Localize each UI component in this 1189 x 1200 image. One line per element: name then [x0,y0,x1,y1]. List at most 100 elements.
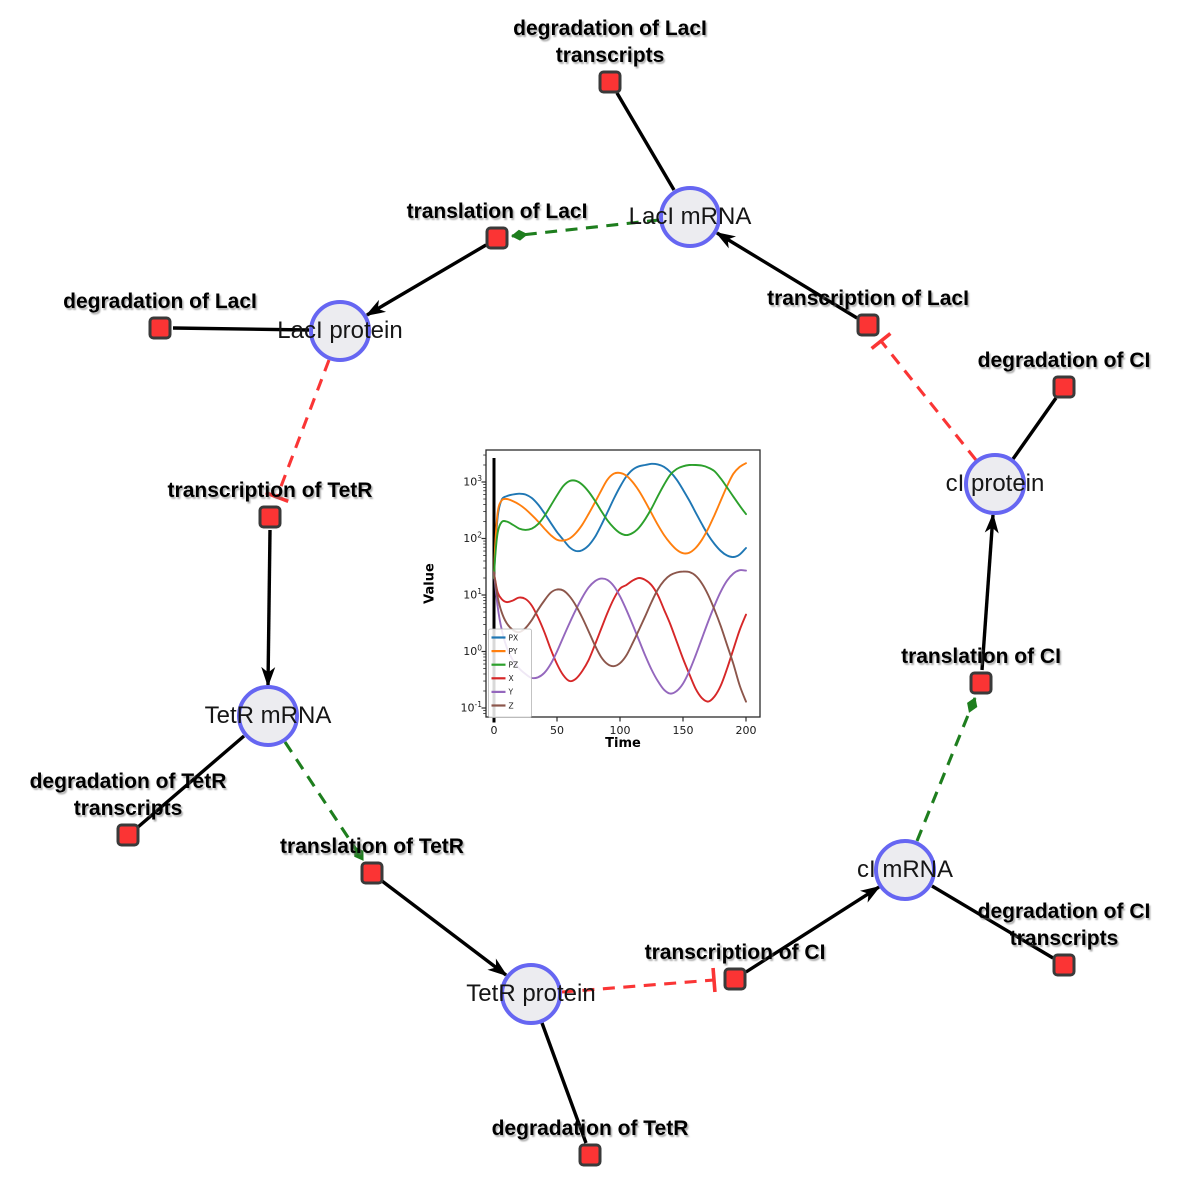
reaction-label-degradation-laci-transcripts: degradation of LacI transcripts [513,15,707,69]
species-label-tetr-mrna: TetR mRNA [204,702,332,729]
reaction-node-translation-tetr[interactable] [360,861,384,885]
edge-laci-protein-to-degradation [172,326,310,332]
species-node-laci-mrna[interactable] [659,186,721,248]
svg-text:10-1: 10-1 [461,700,483,715]
label-line: translation of LacI [406,200,588,223]
reaction-node-transcription-ci[interactable] [723,967,747,991]
reaction-label-transcription-laci: transcription of LacI [767,285,969,312]
reaction-label-degradation-ci-transcripts: degradation of CI transcripts [978,898,1151,952]
edge-laci-mrna-to-degradation-transcripts [615,92,676,191]
species-node-tetr-protein[interactable] [500,963,562,1025]
svg-text:50: 50 [550,724,564,737]
reaction-node-translation-laci[interactable] [485,226,509,250]
reaction-node-transcription-laci[interactable] [856,313,880,337]
label-line: transcripts [1009,927,1119,950]
series-PY [493,462,747,579]
series-X [493,571,747,703]
species-label-laci-mrna: LacI mRNA [628,203,752,230]
label-line: transcripts [73,797,183,820]
species-label-laci-protein: LacI protein [277,317,403,344]
reaction-label-degradation-tetr-transcripts: degradation of TetR transcripts [30,768,227,822]
label-line: degradation of TetR [491,1117,689,1140]
plot-frame [485,449,761,718]
species-node-laci-protein[interactable] [309,300,371,362]
reaction-label-transcription-ci: transcription of CI [645,939,826,966]
edge-translation-laci-to-laci-protein [365,243,487,317]
svg-text:100: 100 [463,644,482,659]
reaction-node-degradation-tetr-transcripts[interactable] [116,823,140,847]
svg-text:PY: PY [509,647,518,656]
reaction-node-degradation-ci-transcripts[interactable] [1052,953,1076,977]
edge-transcription-laci-to-laci-mrna [715,231,858,320]
reaction-label-degradation-tetr: degradation of TetR [492,1115,689,1142]
edge-tetr-mrna-catalyzes-translation [283,741,365,861]
svg-text:103: 103 [463,474,482,489]
series-PX [493,462,747,579]
species-node-ci-protein[interactable] [964,453,1026,515]
label-line: transcripts [555,44,665,67]
edge-laci-mrna-catalyzes-translation [511,218,660,241]
label-line: transcription of CI [644,941,826,964]
edge-tetr-protein-to-degradation [540,1022,588,1144]
svg-text:PZ: PZ [509,661,519,670]
label-line: degradation of CI [977,349,1151,372]
svg-text:102: 102 [463,531,482,546]
edge-ci-mrna-to-degradation-transcripts [931,884,1054,960]
reaction-label-degradation-laci: degradation of LacI [63,288,257,315]
legend: PX PY PZ XYZ [488,628,532,718]
svg-text:X: X [509,674,514,683]
svg-text:100: 100 [610,724,631,737]
svg-text:200: 200 [736,724,757,737]
edge-tetr-mrna-to-degradation-transcripts [136,734,246,829]
label-line: transcription of TetR [167,479,373,502]
reaction-label-translation-laci: translation of LacI [407,198,588,225]
series-curves [493,462,747,703]
label-line: transcription of LacI [767,287,969,310]
edge-translation-tetr-to-tetr-protein [380,879,508,977]
reaction-node-translation-ci[interactable] [969,671,993,695]
reaction-node-degradation-ci[interactable] [1052,375,1076,399]
species-node-ci-mrna[interactable] [874,839,936,901]
reaction-node-degradation-laci[interactable] [148,316,172,340]
species-label-ci-protein: cI protein [945,470,1045,497]
edge-translation-ci-to-ci-protein [980,513,999,671]
plot-background [420,438,765,760]
svg-text:150: 150 [673,724,694,737]
svg-text:PX: PX [509,633,519,642]
edge-laci-protein-inhibits-transcription-tetr [265,359,331,503]
label-line: degradation of TetR [29,770,227,793]
label-line: degradation of LacI [63,290,257,313]
axes: 10-1 100 101 102 103 0 50 100 150 200 Time Value [423,454,757,751]
svg-text:101: 101 [463,587,482,602]
label-line: translation of TetR [280,835,464,858]
label-line: degradation of CI [977,900,1151,923]
series-Z [493,570,747,703]
reaction-node-transcription-tetr[interactable] [258,505,282,529]
label-line: translation of CI [901,645,1061,668]
reaction-label-translation-ci: translation of CI [901,643,1061,670]
edge-ci-protein-to-degradation [1011,397,1058,460]
series-PZ [493,463,747,579]
edge-ci-protein-inhibits-transcription-laci [870,332,978,461]
svg-text:0: 0 [491,724,498,737]
reaction-node-degradation-tetr[interactable] [578,1143,602,1167]
species-label-ci-mrna: cI mRNA [857,856,953,883]
edge-transcription-ci-to-ci-mrna [745,885,881,974]
edge-transcription-tetr-to-tetr-mrna [261,529,276,687]
reaction-label-transcription-tetr: transcription of TetR [168,477,373,504]
edge-ci-mrna-catalyzes-translation [915,697,978,842]
svg-text:Y: Y [508,688,514,697]
reaction-label-translation-tetr: translation of TetR [280,833,464,860]
svg-text:Time: Time [605,736,641,751]
label-line: degradation of LacI [513,17,707,40]
svg-text:Z: Z [509,701,514,710]
edge-tetr-protein-inhibits-transcription-ci [561,967,717,994]
species-node-tetr-mrna[interactable] [237,685,299,747]
reaction-node-degradation-laci-transcripts[interactable] [598,70,622,94]
svg-text:Value: Value [423,563,438,604]
species-label-tetr-protein: TetR protein [466,980,596,1007]
reaction-label-degradation-ci: degradation of CI [978,347,1151,374]
